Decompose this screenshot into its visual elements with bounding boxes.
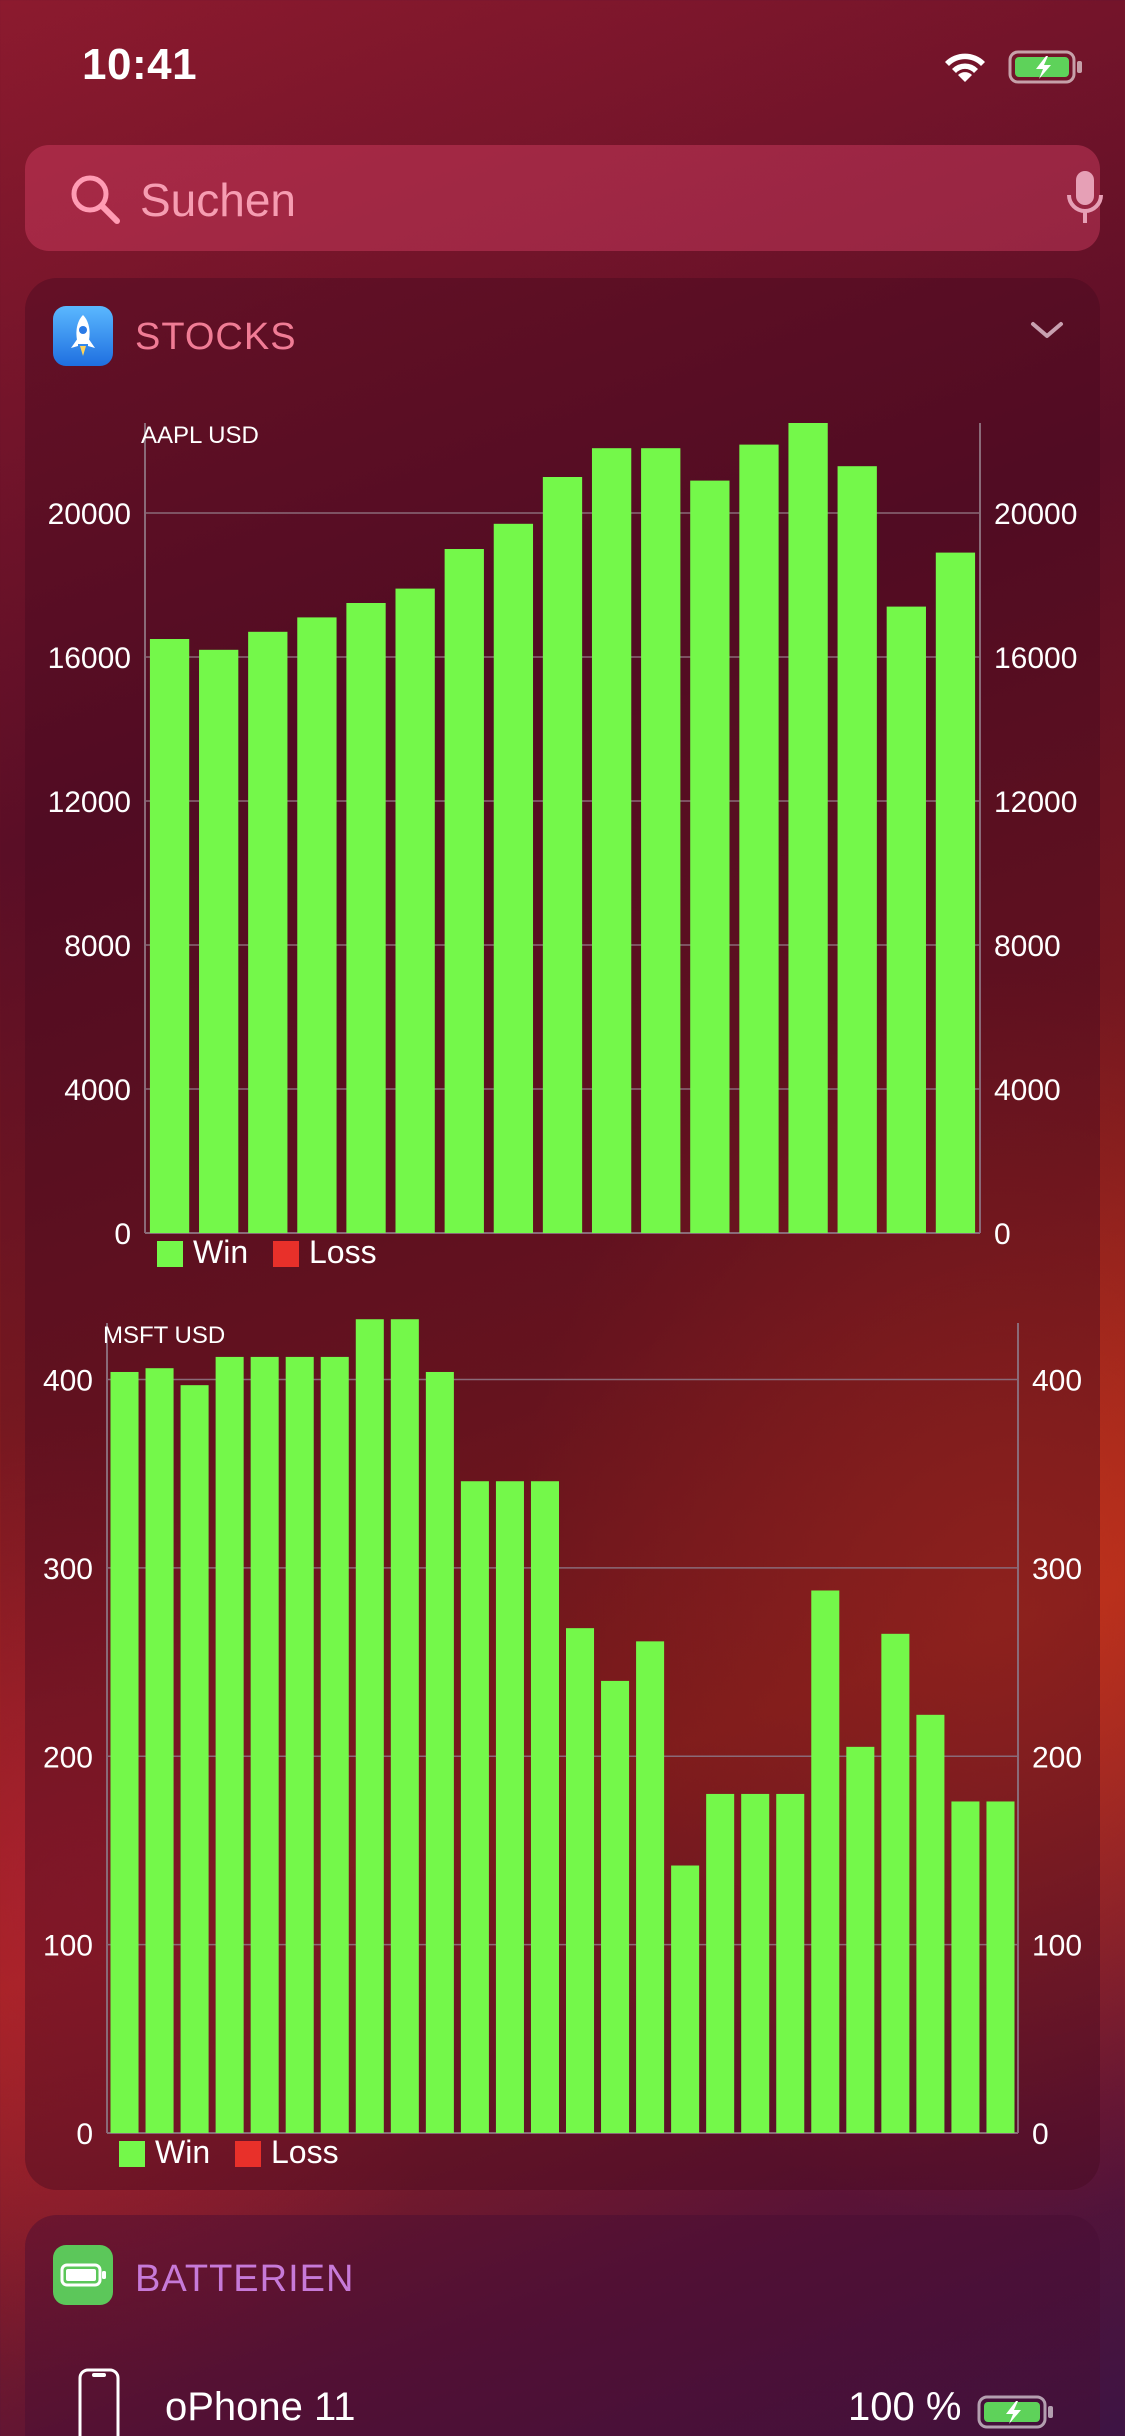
search-placeholder[interactable]: Suchen — [140, 174, 297, 226]
bar — [706, 1793, 735, 2133]
bar — [935, 552, 976, 1233]
legend-label: Loss — [271, 2134, 339, 2170]
y-tick-label-left: 300 — [43, 1553, 93, 1586]
bar — [690, 480, 730, 1234]
wifi-icon — [945, 53, 985, 82]
legend-label: Win — [193, 1234, 248, 1270]
bar — [248, 631, 288, 1233]
bar — [542, 477, 583, 1233]
y-tick-label-left: 200 — [43, 1741, 93, 1774]
y-tick-label-left: 20000 — [48, 498, 131, 531]
bar — [355, 1319, 384, 2133]
battery-charging-icon — [1008, 50, 1082, 84]
legend-label: Win — [155, 2134, 210, 2170]
bar — [886, 606, 926, 1233]
bar — [671, 1865, 700, 2133]
bar — [881, 1633, 910, 2133]
battery-app-icon[interactable] — [53, 2245, 113, 2305]
search-bar[interactable]: Suchen — [25, 145, 1103, 251]
clock: 10:41 — [82, 40, 198, 89]
bar — [320, 1356, 349, 2133]
legend-swatch — [235, 2141, 261, 2167]
bar — [180, 1385, 209, 2133]
y-tick-label-left: 12000 — [48, 786, 131, 819]
y-tick-label-right: 16000 — [994, 642, 1077, 675]
bar — [460, 1481, 489, 2133]
bar — [110, 1371, 139, 2133]
y-tick-label-right: 8000 — [994, 930, 1061, 963]
bar — [199, 649, 239, 1233]
legend-swatch — [119, 2141, 145, 2167]
y-tick-label-right: 4000 — [994, 1074, 1061, 1107]
bar — [776, 1793, 805, 2133]
aapl-chart: 0 0 4000 4000 8000 8000 12000 12000 16000 16000 20… — [48, 422, 1077, 1270]
y-tick-label-left: 16000 — [48, 642, 131, 675]
bar — [285, 1356, 314, 2133]
bar — [346, 603, 386, 1233]
bar — [444, 549, 484, 1233]
phone-icon — [78, 2368, 120, 2436]
bar — [951, 1801, 980, 2133]
chart-title: AAPL USD — [141, 422, 259, 449]
bar — [215, 1356, 244, 2133]
bar — [250, 1356, 279, 2133]
bar — [837, 466, 877, 1233]
battery-widget: BATTERIEN oPhone 11 100 % — [25, 2215, 1100, 2436]
y-tick-label-right: 200 — [1032, 1741, 1082, 1774]
bar — [390, 1319, 419, 2133]
bar — [591, 448, 632, 1233]
y-tick-label-left: 0 — [114, 1218, 131, 1251]
bar — [149, 639, 190, 1233]
bar — [986, 1801, 1015, 2133]
y-tick-label-right: 100 — [1032, 1930, 1082, 1963]
bar — [530, 1481, 559, 2133]
bar — [495, 1481, 524, 2133]
bar — [739, 444, 779, 1234]
y-tick-label-right: 300 — [1032, 1553, 1082, 1586]
y-tick-label-right: 0 — [994, 1218, 1011, 1251]
bar — [395, 588, 435, 1233]
bar — [636, 1641, 665, 2133]
bar — [601, 1680, 630, 2133]
bar — [811, 1590, 840, 2133]
bar — [145, 1368, 174, 2133]
y-tick-label-left: 400 — [43, 1365, 93, 1398]
search-icon — [71, 175, 120, 224]
microphone-icon[interactable] — [1065, 169, 1105, 229]
y-tick-label-right: 20000 — [994, 498, 1077, 531]
widget-title: BATTERIEN — [135, 2258, 355, 2300]
y-tick-label-left: 8000 — [64, 930, 131, 963]
battery-charging-icon — [977, 2395, 1053, 2429]
bar — [788, 423, 828, 1233]
bar — [493, 523, 534, 1233]
bar — [641, 448, 681, 1233]
y-tick-label-right: 12000 — [994, 786, 1077, 819]
y-tick-label-left: 0 — [76, 2118, 93, 2151]
legend-label: Loss — [309, 1234, 377, 1270]
y-tick-label-left: 100 — [43, 1930, 93, 1963]
bar — [425, 1371, 454, 2133]
y-tick-label-left: 4000 — [64, 1074, 131, 1107]
rocket-app-icon[interactable] — [53, 306, 113, 366]
legend-swatch — [157, 1241, 183, 1267]
msft-chart: 0 0 100 100 200 200 300 300 400 400 MSFT USD Win Los… — [43, 1319, 1082, 2170]
bar — [916, 1714, 945, 2133]
legend-swatch — [273, 1241, 299, 1267]
widget-title: STOCKS — [135, 316, 297, 358]
bar — [846, 1746, 875, 2133]
y-tick-label-right: 0 — [1032, 2118, 1049, 2151]
bar — [741, 1793, 770, 2133]
bar — [566, 1628, 595, 2133]
chart-title: MSFT USD — [103, 1322, 225, 1349]
bar — [297, 617, 337, 1233]
y-tick-label-right: 400 — [1032, 1365, 1082, 1398]
device-name: oPhone 11 — [165, 2385, 356, 2429]
device-battery-percent: 100 % — [848, 2385, 962, 2429]
status-bar: 10:41 — [0, 0, 1125, 130]
chevron-down-icon[interactable] — [1027, 318, 1067, 342]
